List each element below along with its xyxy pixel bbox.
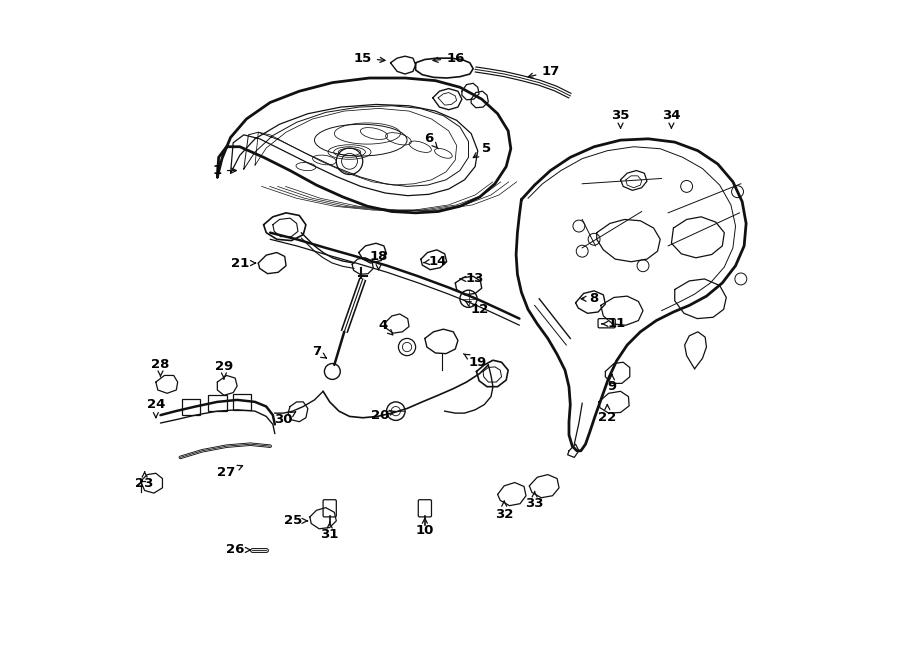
Text: 23: 23 xyxy=(135,471,154,490)
Text: 32: 32 xyxy=(495,501,513,521)
FancyBboxPatch shape xyxy=(418,500,431,517)
Text: 6: 6 xyxy=(424,132,438,149)
FancyBboxPatch shape xyxy=(598,319,616,328)
Text: 21: 21 xyxy=(230,256,256,270)
Text: 18: 18 xyxy=(369,250,388,270)
Text: 14: 14 xyxy=(423,254,447,268)
Text: 29: 29 xyxy=(215,360,233,379)
FancyBboxPatch shape xyxy=(232,394,251,410)
Text: 31: 31 xyxy=(320,522,339,541)
Text: 27: 27 xyxy=(218,465,243,479)
Text: 33: 33 xyxy=(526,491,544,510)
Text: 35: 35 xyxy=(611,109,630,128)
Text: 5: 5 xyxy=(473,142,491,157)
FancyBboxPatch shape xyxy=(208,395,227,411)
Text: 9: 9 xyxy=(608,374,616,393)
Text: 30: 30 xyxy=(274,412,296,426)
Text: 17: 17 xyxy=(528,65,560,78)
Text: 11: 11 xyxy=(602,317,626,330)
Text: 26: 26 xyxy=(226,543,250,557)
Text: 28: 28 xyxy=(151,358,170,377)
Text: 16: 16 xyxy=(433,52,464,65)
Text: 8: 8 xyxy=(581,292,598,305)
Text: 25: 25 xyxy=(284,514,308,527)
Text: 22: 22 xyxy=(598,405,616,424)
Text: 15: 15 xyxy=(354,52,385,65)
Text: 24: 24 xyxy=(147,398,165,418)
Text: 12: 12 xyxy=(465,301,489,316)
Text: 1: 1 xyxy=(212,164,237,177)
Text: 20: 20 xyxy=(372,408,395,422)
FancyBboxPatch shape xyxy=(182,399,200,415)
Text: 13: 13 xyxy=(460,272,484,286)
Text: 34: 34 xyxy=(662,109,680,128)
Text: 19: 19 xyxy=(464,354,487,369)
FancyBboxPatch shape xyxy=(323,500,337,517)
Text: 10: 10 xyxy=(416,518,434,537)
Text: 4: 4 xyxy=(378,319,392,335)
Text: 7: 7 xyxy=(312,345,327,358)
